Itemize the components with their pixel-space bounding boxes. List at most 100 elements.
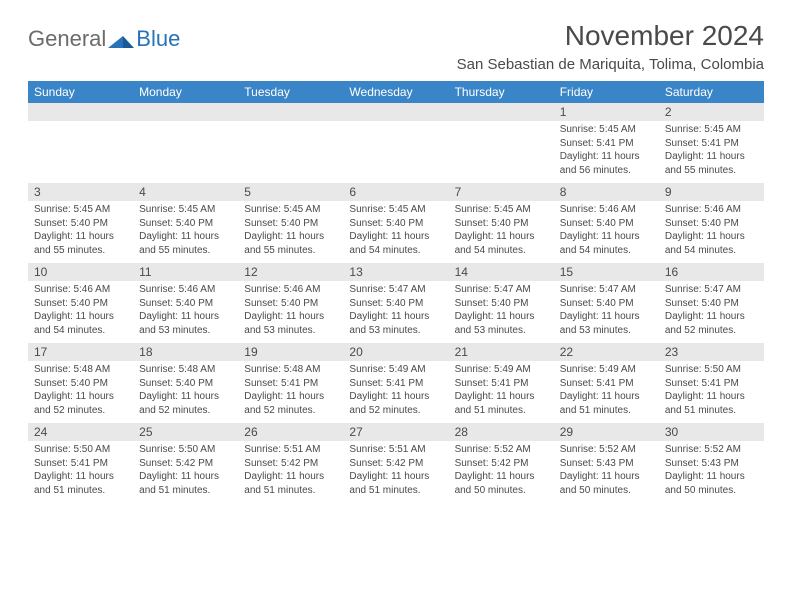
day-content-cell: Sunrise: 5:50 AMSunset: 5:41 PMDaylight:… bbox=[659, 361, 764, 423]
day-content-cell bbox=[238, 121, 343, 183]
day-number-row: 3456789 bbox=[28, 183, 764, 201]
day-number-cell: 11 bbox=[133, 263, 238, 281]
col-friday: Friday bbox=[554, 81, 659, 103]
sunrise-line: Sunrise: 5:51 AM bbox=[244, 443, 337, 457]
day-number-cell: 18 bbox=[133, 343, 238, 361]
day-number-cell: 8 bbox=[554, 183, 659, 201]
calendar-table: Sunday Monday Tuesday Wednesday Thursday… bbox=[28, 81, 764, 503]
day-number-cell bbox=[449, 103, 554, 121]
sunset-line: Sunset: 5:41 PM bbox=[560, 377, 653, 391]
daylight-line: Daylight: 11 hours and 51 minutes. bbox=[665, 390, 758, 417]
daylight-line: Daylight: 11 hours and 52 minutes. bbox=[349, 390, 442, 417]
sunset-line: Sunset: 5:40 PM bbox=[139, 297, 232, 311]
sunrise-line: Sunrise: 5:52 AM bbox=[560, 443, 653, 457]
day-number-cell: 23 bbox=[659, 343, 764, 361]
sunrise-line: Sunrise: 5:46 AM bbox=[560, 203, 653, 217]
daylight-line: Daylight: 11 hours and 54 minutes. bbox=[455, 230, 548, 257]
sunrise-line: Sunrise: 5:48 AM bbox=[139, 363, 232, 377]
sunrise-line: Sunrise: 5:45 AM bbox=[665, 123, 758, 137]
calendar-body: 12Sunrise: 5:45 AMSunset: 5:41 PMDayligh… bbox=[28, 103, 764, 503]
sunset-line: Sunset: 5:40 PM bbox=[34, 217, 127, 231]
daylight-line: Daylight: 11 hours and 55 minutes. bbox=[34, 230, 127, 257]
day-content-row: Sunrise: 5:45 AMSunset: 5:40 PMDaylight:… bbox=[28, 201, 764, 263]
daylight-line: Daylight: 11 hours and 52 minutes. bbox=[139, 390, 232, 417]
daylight-line: Daylight: 11 hours and 54 minutes. bbox=[349, 230, 442, 257]
day-number-cell: 15 bbox=[554, 263, 659, 281]
sunset-line: Sunset: 5:40 PM bbox=[455, 297, 548, 311]
sunrise-line: Sunrise: 5:48 AM bbox=[34, 363, 127, 377]
daylight-line: Daylight: 11 hours and 55 minutes. bbox=[665, 150, 758, 177]
sunset-line: Sunset: 5:41 PM bbox=[349, 377, 442, 391]
daylight-line: Daylight: 11 hours and 50 minutes. bbox=[455, 470, 548, 497]
day-number-cell: 13 bbox=[343, 263, 448, 281]
daylight-line: Daylight: 11 hours and 52 minutes. bbox=[665, 310, 758, 337]
day-content-cell: Sunrise: 5:45 AMSunset: 5:41 PMDaylight:… bbox=[659, 121, 764, 183]
sunset-line: Sunset: 5:41 PM bbox=[455, 377, 548, 391]
location-subtitle: San Sebastian de Mariquita, Tolima, Colo… bbox=[457, 56, 764, 73]
daylight-line: Daylight: 11 hours and 56 minutes. bbox=[560, 150, 653, 177]
sunset-line: Sunset: 5:41 PM bbox=[665, 137, 758, 151]
daylight-line: Daylight: 11 hours and 51 minutes. bbox=[139, 470, 232, 497]
daylight-line: Daylight: 11 hours and 54 minutes. bbox=[34, 310, 127, 337]
sunrise-line: Sunrise: 5:45 AM bbox=[455, 203, 548, 217]
day-content-cell: Sunrise: 5:45 AMSunset: 5:40 PMDaylight:… bbox=[28, 201, 133, 263]
day-number-cell: 24 bbox=[28, 423, 133, 441]
day-content-cell: Sunrise: 5:46 AMSunset: 5:40 PMDaylight:… bbox=[133, 281, 238, 343]
daylight-line: Daylight: 11 hours and 53 minutes. bbox=[455, 310, 548, 337]
col-sunday: Sunday bbox=[28, 81, 133, 103]
sunset-line: Sunset: 5:40 PM bbox=[455, 217, 548, 231]
day-content-cell bbox=[449, 121, 554, 183]
day-number-cell: 14 bbox=[449, 263, 554, 281]
day-number-row: 17181920212223 bbox=[28, 343, 764, 361]
sunset-line: Sunset: 5:43 PM bbox=[665, 457, 758, 471]
day-content-cell: Sunrise: 5:52 AMSunset: 5:43 PMDaylight:… bbox=[659, 441, 764, 503]
daylight-line: Daylight: 11 hours and 51 minutes. bbox=[455, 390, 548, 417]
sunset-line: Sunset: 5:41 PM bbox=[34, 457, 127, 471]
day-content-cell: Sunrise: 5:47 AMSunset: 5:40 PMDaylight:… bbox=[554, 281, 659, 343]
col-tuesday: Tuesday bbox=[238, 81, 343, 103]
sunset-line: Sunset: 5:41 PM bbox=[560, 137, 653, 151]
sunrise-line: Sunrise: 5:49 AM bbox=[349, 363, 442, 377]
day-content-row: Sunrise: 5:45 AMSunset: 5:41 PMDaylight:… bbox=[28, 121, 764, 183]
daylight-line: Daylight: 11 hours and 53 minutes. bbox=[139, 310, 232, 337]
day-content-cell: Sunrise: 5:47 AMSunset: 5:40 PMDaylight:… bbox=[449, 281, 554, 343]
sunrise-line: Sunrise: 5:50 AM bbox=[139, 443, 232, 457]
daylight-line: Daylight: 11 hours and 52 minutes. bbox=[34, 390, 127, 417]
day-content-cell: Sunrise: 5:46 AMSunset: 5:40 PMDaylight:… bbox=[28, 281, 133, 343]
day-content-cell: Sunrise: 5:48 AMSunset: 5:40 PMDaylight:… bbox=[28, 361, 133, 423]
sunrise-line: Sunrise: 5:49 AM bbox=[560, 363, 653, 377]
sunset-line: Sunset: 5:40 PM bbox=[560, 297, 653, 311]
logo: General Blue bbox=[28, 20, 180, 52]
sunrise-line: Sunrise: 5:46 AM bbox=[34, 283, 127, 297]
sunset-line: Sunset: 5:42 PM bbox=[349, 457, 442, 471]
sunrise-line: Sunrise: 5:47 AM bbox=[560, 283, 653, 297]
day-number-cell: 4 bbox=[133, 183, 238, 201]
day-number-cell bbox=[343, 103, 448, 121]
sunrise-line: Sunrise: 5:48 AM bbox=[244, 363, 337, 377]
sunset-line: Sunset: 5:40 PM bbox=[34, 377, 127, 391]
sunrise-line: Sunrise: 5:47 AM bbox=[455, 283, 548, 297]
day-content-row: Sunrise: 5:48 AMSunset: 5:40 PMDaylight:… bbox=[28, 361, 764, 423]
day-number-cell: 20 bbox=[343, 343, 448, 361]
day-content-cell: Sunrise: 5:47 AMSunset: 5:40 PMDaylight:… bbox=[659, 281, 764, 343]
day-number-cell: 26 bbox=[238, 423, 343, 441]
daylight-line: Daylight: 11 hours and 51 minutes. bbox=[349, 470, 442, 497]
day-content-cell: Sunrise: 5:46 AMSunset: 5:40 PMDaylight:… bbox=[238, 281, 343, 343]
day-content-cell: Sunrise: 5:52 AMSunset: 5:43 PMDaylight:… bbox=[554, 441, 659, 503]
daylight-line: Daylight: 11 hours and 50 minutes. bbox=[560, 470, 653, 497]
daylight-line: Daylight: 11 hours and 55 minutes. bbox=[139, 230, 232, 257]
day-number-cell: 1 bbox=[554, 103, 659, 121]
title-block: November 2024 San Sebastian de Mariquita… bbox=[457, 20, 764, 73]
day-number-cell: 21 bbox=[449, 343, 554, 361]
day-content-cell: Sunrise: 5:49 AMSunset: 5:41 PMDaylight:… bbox=[449, 361, 554, 423]
logo-text-blue: Blue bbox=[136, 26, 180, 52]
day-number-cell: 28 bbox=[449, 423, 554, 441]
day-content-row: Sunrise: 5:46 AMSunset: 5:40 PMDaylight:… bbox=[28, 281, 764, 343]
day-content-cell: Sunrise: 5:45 AMSunset: 5:41 PMDaylight:… bbox=[554, 121, 659, 183]
daylight-line: Daylight: 11 hours and 50 minutes. bbox=[665, 470, 758, 497]
day-number-cell: 16 bbox=[659, 263, 764, 281]
day-content-cell: Sunrise: 5:45 AMSunset: 5:40 PMDaylight:… bbox=[238, 201, 343, 263]
sunrise-line: Sunrise: 5:50 AM bbox=[665, 363, 758, 377]
day-number-cell: 29 bbox=[554, 423, 659, 441]
day-content-cell: Sunrise: 5:49 AMSunset: 5:41 PMDaylight:… bbox=[343, 361, 448, 423]
